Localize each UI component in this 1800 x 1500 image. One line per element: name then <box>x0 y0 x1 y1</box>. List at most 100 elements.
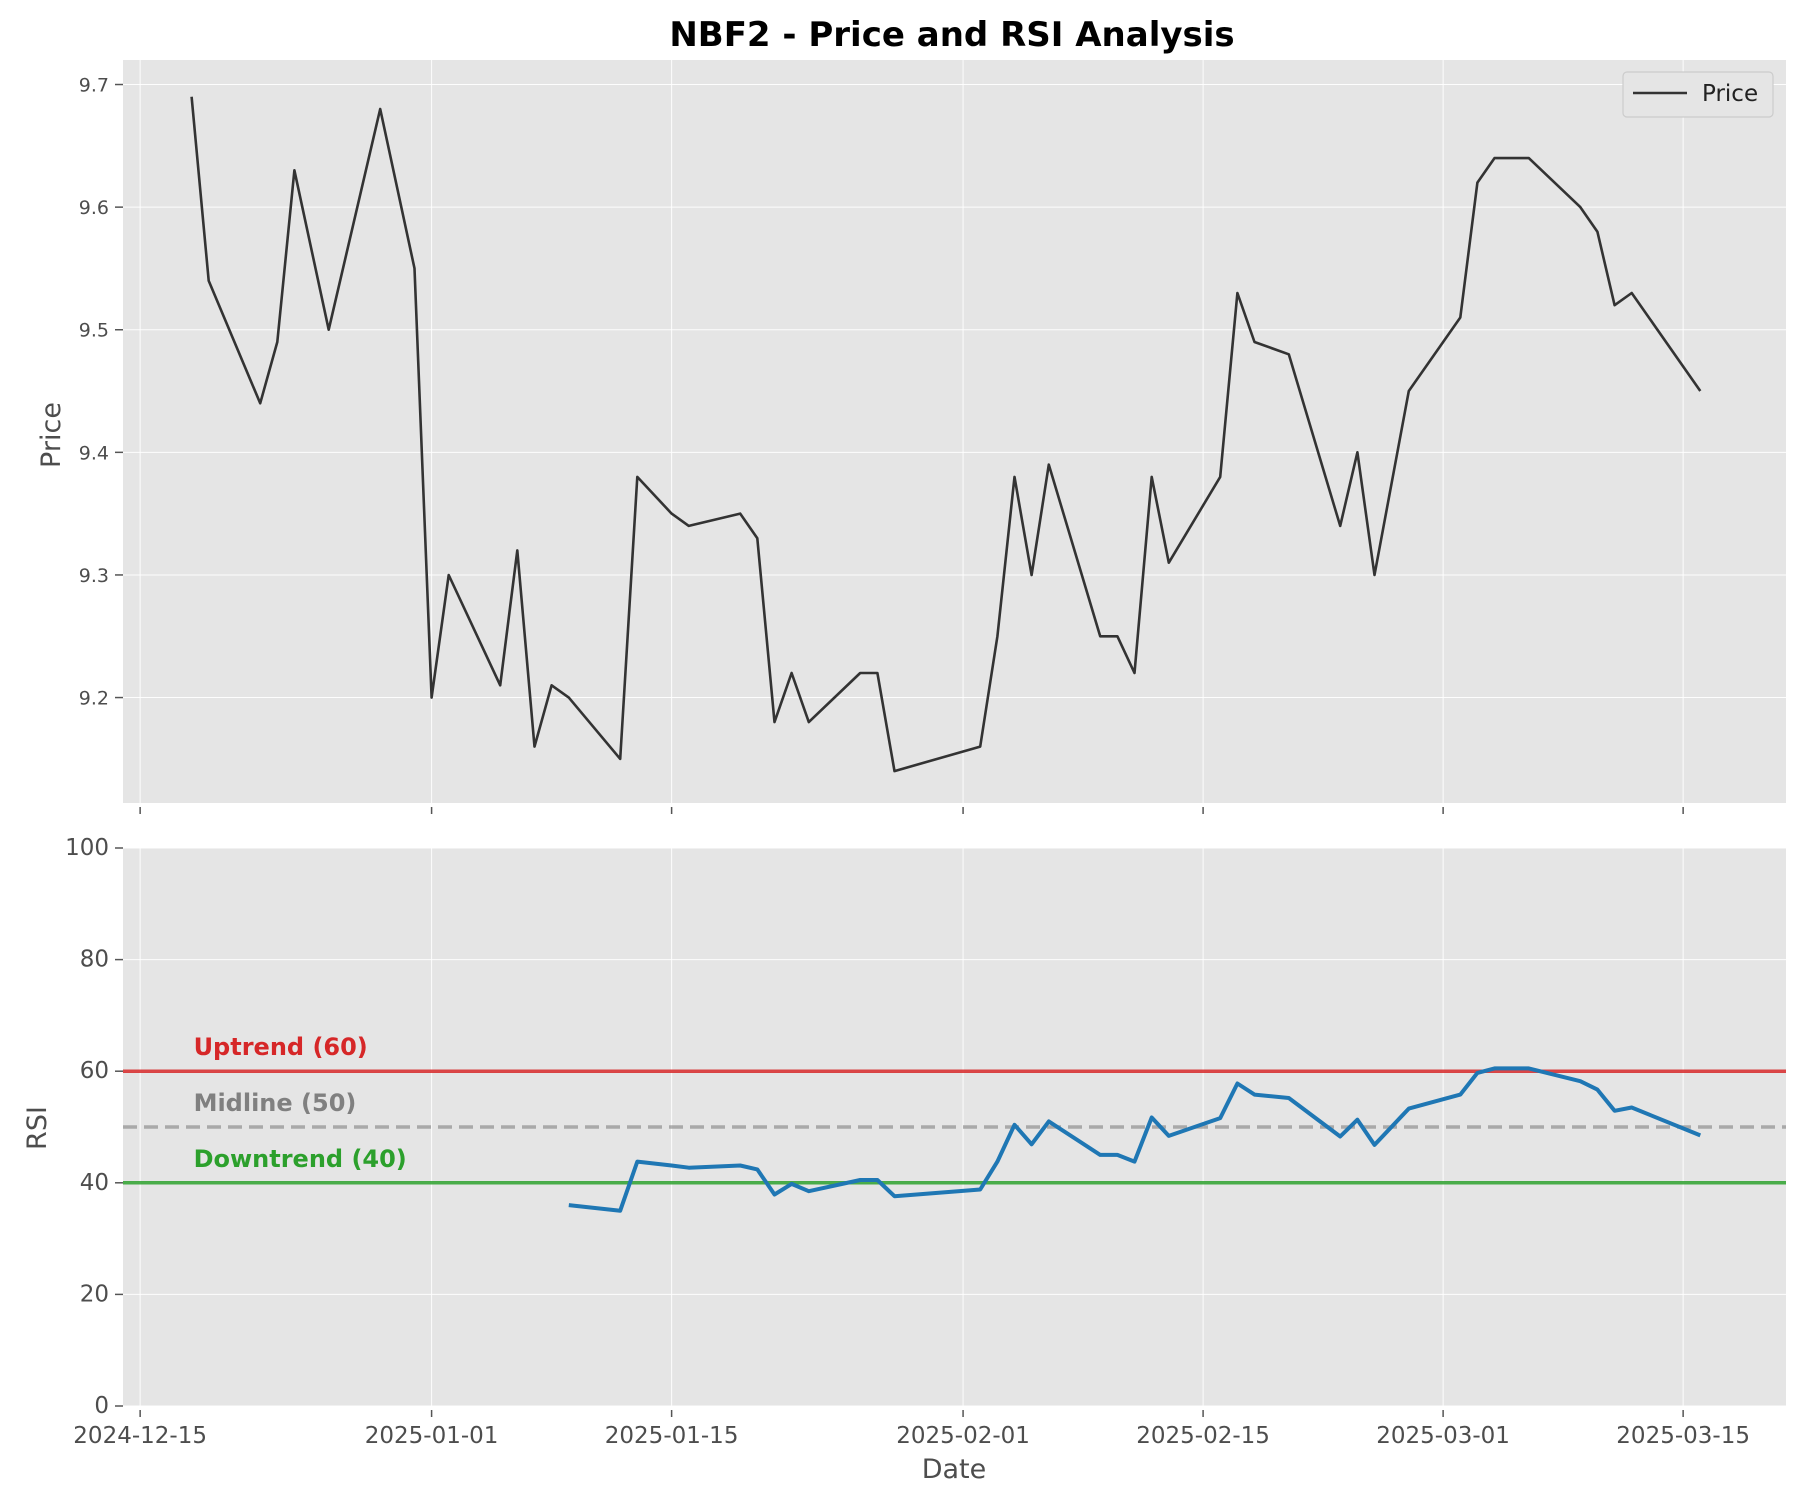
price-point <box>1528 157 1531 160</box>
y-tick-label: 9.4 <box>79 442 109 464</box>
rsi-point <box>978 1187 982 1191</box>
rsi-y-ticks: 0 20 40 60 80 100 <box>65 835 123 1419</box>
y-tick-label: 0 <box>94 1393 109 1419</box>
price-point <box>876 672 879 675</box>
price-series-layer <box>190 96 1702 773</box>
y-tick-label: 60 <box>80 1058 109 1084</box>
rsi-point <box>738 1164 742 1168</box>
reference-line-label: Downtrend (40) <box>194 1145 407 1173</box>
price-point <box>1630 292 1633 295</box>
price-grid <box>123 60 1786 803</box>
x-tick-label: 2025-01-15 <box>605 1423 739 1449</box>
rsi-x-ticks: 2024-12-15 2025-01-01 2025-01-15 2025-02-01… <box>73 1410 1750 1449</box>
x-axis-label: Date <box>922 1454 987 1485</box>
rsi-point <box>1218 1116 1222 1120</box>
rsi-point <box>1493 1066 1497 1070</box>
rsi-point <box>858 1178 862 1182</box>
chart-title: NBF2 - Price and RSI Analysis <box>669 15 1234 55</box>
price-y-axis-label: Price <box>36 402 67 468</box>
price-point <box>790 672 793 675</box>
rsi-point <box>1013 1123 1017 1127</box>
x-tick-label: 2025-03-01 <box>1376 1423 1510 1449</box>
price-point <box>859 672 862 675</box>
price-point <box>499 684 502 687</box>
price-point <box>1030 574 1033 577</box>
price-point <box>1236 292 1239 295</box>
price-point <box>293 169 296 172</box>
price-point <box>1613 304 1616 307</box>
price-point <box>447 574 450 577</box>
rsi-series-line <box>568 1066 1702 1213</box>
legend-box <box>1622 71 1774 118</box>
price-point <box>1047 463 1050 466</box>
price-point <box>1253 341 1256 344</box>
price-point <box>670 512 673 515</box>
price-point <box>1219 476 1222 479</box>
rsi-point <box>892 1194 896 1198</box>
y-tick-label: 40 <box>80 1170 109 1196</box>
price-panel-background <box>123 60 1786 803</box>
rsi-point <box>1150 1116 1154 1120</box>
price-point <box>533 745 536 748</box>
price-point <box>687 525 690 528</box>
rsi-point <box>755 1167 759 1171</box>
price-point <box>1013 476 1016 479</box>
rsi-point <box>1287 1096 1291 1100</box>
rsi-point <box>670 1164 674 1168</box>
y-tick-label: 9.5 <box>79 320 109 342</box>
y-tick-label: 9.7 <box>79 75 109 97</box>
rsi-point <box>1167 1134 1171 1138</box>
y-tick-label: 9.6 <box>79 197 109 219</box>
price-point <box>550 684 553 687</box>
rsi-series-layer <box>567 1066 1702 1213</box>
rsi-point <box>1047 1119 1051 1123</box>
y-tick-label: 80 <box>80 947 109 973</box>
price-point <box>430 696 433 699</box>
price-point <box>1459 316 1462 319</box>
x-tick-label: 2025-02-15 <box>1136 1423 1270 1449</box>
price-point <box>1699 390 1702 393</box>
rsi-point <box>1098 1153 1102 1157</box>
price-point <box>1493 157 1496 160</box>
price-point <box>756 537 759 540</box>
rsi-point <box>1595 1088 1599 1092</box>
x-tick-label: 2025-02-01 <box>896 1423 1030 1449</box>
price-point <box>1356 451 1359 454</box>
price-point <box>259 402 262 405</box>
y-tick-label: 9.3 <box>79 565 109 587</box>
rsi-point <box>1527 1066 1531 1070</box>
price-point <box>807 721 810 724</box>
rsi-point <box>1115 1153 1119 1157</box>
price-point <box>1579 206 1582 209</box>
rsi-point <box>618 1209 622 1213</box>
rsi-point <box>1613 1109 1617 1113</box>
price-point <box>1339 525 1342 528</box>
rsi-point <box>1030 1142 1034 1146</box>
price-point <box>516 549 519 552</box>
rsi-point <box>1475 1071 1479 1075</box>
rsi-point <box>687 1166 691 1170</box>
price-point <box>773 721 776 724</box>
price-point <box>739 512 742 515</box>
rsi-point <box>1698 1133 1702 1137</box>
price-point <box>1133 672 1136 675</box>
price-point <box>276 341 279 344</box>
rsi-point <box>1253 1093 1257 1097</box>
rsi-point <box>790 1182 794 1186</box>
price-point <box>379 108 382 111</box>
rsi-point <box>1338 1134 1342 1138</box>
y-tick-label: 20 <box>80 1281 109 1307</box>
price-point <box>327 328 330 331</box>
rsi-point <box>567 1203 571 1207</box>
price-point <box>1150 476 1153 479</box>
rsi-point <box>1373 1143 1377 1147</box>
price-point <box>207 279 210 282</box>
rsi-y-axis-label: RSI <box>22 1106 53 1150</box>
price-y-ticks: 9.2 9.3 9.4 9.5 9.6 9.7 <box>79 75 123 710</box>
price-x-tick-marks <box>139 807 1684 814</box>
x-tick-label: 2024-12-15 <box>73 1423 207 1449</box>
price-point <box>1116 635 1119 638</box>
rsi-point <box>772 1193 776 1197</box>
price-point <box>1408 390 1411 393</box>
